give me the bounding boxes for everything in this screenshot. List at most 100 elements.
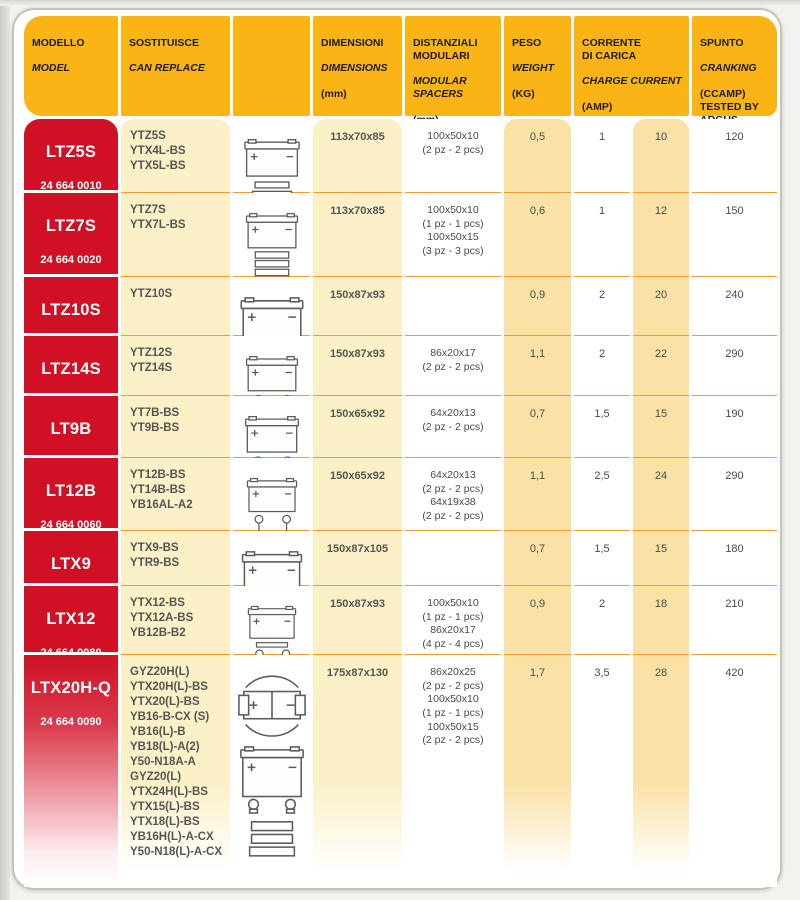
header-cranking: SPUNTO CRANKING (CCAMP) TESTED BY ARGUS …: [692, 16, 777, 138]
charge-std-cell: 2: [574, 586, 630, 655]
battery-image-cell: [233, 586, 310, 662]
header-charge-it: CORRENTE DI CARICA: [582, 36, 641, 62]
model-name: LT9B: [50, 420, 92, 439]
weight-cell: 0,6: [504, 193, 571, 277]
battery-image-cell: [233, 119, 310, 199]
charge-max-cell: 10: [633, 119, 689, 193]
model-name: LTZ10S: [41, 301, 101, 320]
charge-max-cell: 15: [633, 396, 689, 458]
charge-std-cell: 2: [574, 277, 630, 336]
model-name: LTZ5S: [45, 143, 97, 162]
header-charge-en: CHARGE CURRENT: [582, 75, 682, 88]
header-dimensions-en: DIMENSIONS: [321, 62, 388, 75]
battery-with-bolts-icon: [245, 356, 298, 407]
weight-cell: 0,9: [504, 277, 571, 336]
model-cell: LTX20H-Q 24 664 0090: [24, 655, 118, 887]
can-replace-cell: YTZ10S: [121, 277, 230, 336]
battery-image-cell: [233, 531, 310, 593]
weight-cell: 0,7: [504, 396, 571, 458]
dimensions-cell: 150x87x93: [313, 277, 402, 336]
cranking-cell: 150: [692, 193, 777, 277]
header-can-replace-en: CAN REPLACE: [129, 62, 205, 75]
charge-std-cell: 2,5: [574, 458, 630, 531]
can-replace-cell: YTZ12S YTZ14S: [121, 336, 230, 396]
model-code: 24 664 0010: [40, 180, 102, 193]
header-model-it: MODELLO: [32, 36, 85, 49]
model-cell: LT12B 24 664 0060: [24, 458, 118, 531]
model-cell: LT9B 24 664 0050: [24, 396, 118, 469]
header-weight-unit: (KG): [512, 87, 535, 100]
header-weight-en: WEIGHT: [512, 62, 554, 75]
battery-image-cell: [233, 277, 310, 341]
header-model: MODELLO MODEL: [24, 16, 118, 116]
model-name: LTZ7S: [45, 217, 97, 236]
header-dimensions-it: DIMENSIONI: [321, 36, 384, 49]
dimensions-cell: 150x87x105: [313, 531, 402, 586]
header-charge-current: CORRENTE DI CARICA CHARGE CURRENT (AMP) …: [574, 16, 689, 143]
spacers-cell: 64x20x13 (2 pz - 2 pcs): [405, 396, 501, 458]
cranking-cell: 180: [692, 531, 777, 586]
header-can-replace: SOSTITUISCE CAN REPLACE: [121, 16, 230, 116]
header-charge-unit: (AMP): [582, 100, 613, 113]
table-body: LTZ5S 24 664 0010 YTZ5S YTX4L-BS YTX5L-B…: [24, 119, 777, 887]
can-replace-cell: GYZ20H(L) YTX20H(L)-BS YTX20(L)-BS YB16-…: [121, 655, 230, 887]
model-code: 24 664 0020: [40, 254, 102, 267]
model-cell: LTX9 24 664 0070: [24, 531, 118, 604]
dimensions-cell: 113x70x85: [313, 119, 402, 193]
model-name: LTX9: [51, 555, 91, 574]
dimensions-cell: 150x87x93: [313, 336, 402, 396]
dimensions-cell: 175x87x130: [313, 655, 402, 887]
model-cell: LTZ14S 24 664 0040: [24, 336, 118, 409]
header-spacers-it: DISTANZIALI MODULARI: [413, 36, 478, 62]
header-dimensions: DIMENSIONI DIMENSIONS (mm): [313, 16, 402, 116]
header-model-en: MODEL: [32, 62, 70, 75]
charge-max-cell: 22: [633, 336, 689, 396]
charge-max-cell: 18: [633, 586, 689, 655]
spacers-cell: [405, 531, 501, 586]
weight-cell: 0,7: [504, 531, 571, 586]
cranking-cell: 240: [692, 277, 777, 336]
spacers-cell: 100x50x10 (1 pz - 1 pcs) 100x50x15 (3 pz…: [405, 193, 501, 277]
spacers-cell: 86x20x25 (2 pz - 2 pcs) 100x50x10 (1 pz …: [405, 655, 501, 887]
header-cranking-en: CRANKING: [700, 62, 757, 75]
battery-image-cell: [233, 458, 310, 541]
model-name: LTX20H-Q: [30, 679, 112, 698]
cranking-cell: 190: [692, 396, 777, 458]
weight-cell: 0,5: [504, 119, 571, 193]
spacers-cell: 64x20x13 (2 pz - 2 pcs) 64x19x38 (2 pz -…: [405, 458, 501, 531]
dimensions-cell: 150x65x92: [313, 396, 402, 458]
header-dimensions-unit: (mm): [321, 87, 347, 100]
spec-table: MODELLO MODEL SOSTITUISCE CAN REPLACE DI…: [12, 8, 782, 890]
cranking-cell: 420: [692, 655, 777, 887]
charge-std-cell: 1: [574, 119, 630, 193]
can-replace-cell: YT12B-BS YT14B-BS YB16AL-A2: [121, 458, 230, 531]
spacers-cell: [405, 277, 501, 336]
header-weight: PESO WEIGHT (KG): [504, 16, 571, 116]
battery-image-cell: [233, 336, 310, 407]
cranking-cell: 120: [692, 119, 777, 193]
header-image-column: [233, 16, 310, 116]
charge-std-cell: 3,5: [574, 655, 630, 887]
can-replace-cell: YTZ7S YTX7L-BS: [121, 193, 230, 277]
model-code: 24 664 0090: [40, 716, 102, 729]
header-cranking-it: SPUNTO: [700, 36, 744, 49]
header-weight-it: PESO: [512, 36, 542, 49]
weight-cell: 1,1: [504, 336, 571, 396]
dimensions-cell: 150x87x93: [313, 586, 402, 655]
cranking-cell: 290: [692, 458, 777, 531]
charge-max-cell: 12: [633, 193, 689, 277]
weight-cell: 0,9: [504, 586, 571, 655]
header-spacers: DISTANZIALI MODULARI MODULAR SPACERS (mm…: [405, 16, 501, 126]
charge-max-cell: 24: [633, 458, 689, 531]
model-name: LTX12: [46, 610, 96, 629]
battery-image-cell: [233, 396, 310, 469]
model-code: 24 664 0060: [40, 519, 102, 532]
can-replace-cell: YTX12-BS YTX12A-BS YB12B-B2: [121, 586, 230, 655]
model-cell: LTZ7S 24 664 0020: [24, 193, 118, 277]
battery-image-cell: [233, 193, 310, 286]
model-cell: LTZ10S 24 664 0030: [24, 277, 118, 350]
charge-std-cell: 2: [574, 336, 630, 396]
dimensions-cell: 113x70x85: [313, 193, 402, 277]
can-replace-cell: YT7B-BS YT9B-BS: [121, 396, 230, 458]
cranking-cell: 210: [692, 586, 777, 655]
